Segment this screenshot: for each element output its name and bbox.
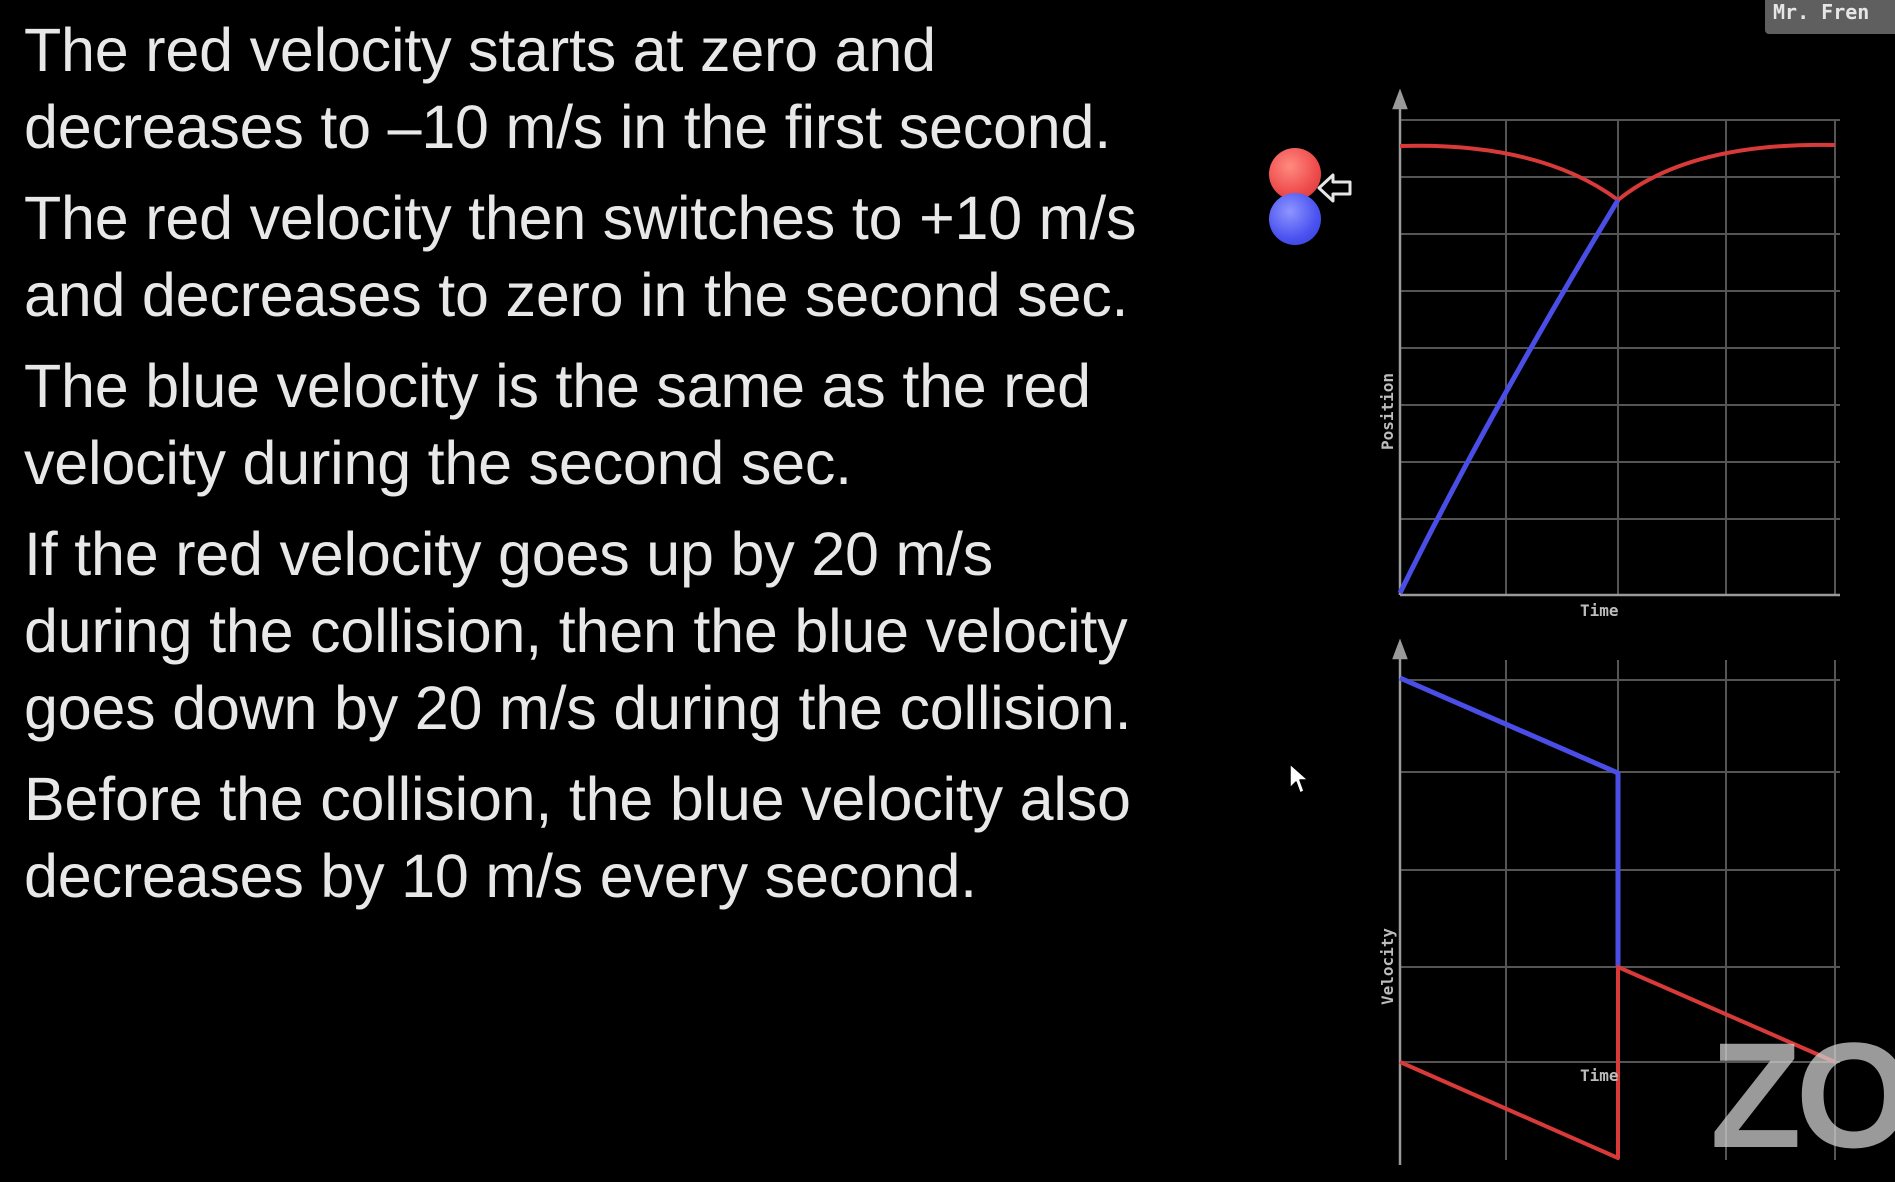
blue-ball — [1269, 193, 1321, 245]
paragraph-5: Before the collision, the blue velocity … — [24, 761, 1244, 915]
paragraph-1: The red velocity starts at zero and decr… — [24, 12, 1244, 166]
position-graph: Position Time — [1370, 88, 1860, 620]
text-line: during the collision, then the blue velo… — [24, 597, 1128, 665]
slide-text: The red velocity starts at zero and decr… — [24, 12, 1244, 929]
red-ball — [1269, 148, 1321, 200]
paragraph-3: The blue velocity is the same as the red… — [24, 348, 1244, 502]
text-line: decreases to –10 m/s in the first second… — [24, 93, 1111, 161]
paragraph-4: If the red velocity goes up by 20 m/s du… — [24, 516, 1244, 747]
text-line: The red velocity starts at zero and — [24, 16, 936, 84]
presenter-name-tag: Mr. Fren — [1765, 0, 1895, 34]
text-line: decreases by 10 m/s every second. — [24, 842, 977, 910]
velocity-time-label: Time — [1580, 1066, 1619, 1085]
text-line: The blue velocity is the same as the red — [24, 352, 1091, 420]
text-line: goes down by 20 m/s during the collision… — [24, 674, 1132, 742]
left-arrow-icon — [1317, 173, 1352, 203]
text-line: velocity during the second sec. — [24, 429, 852, 497]
red-velocity-line — [1399, 965, 1836, 1160]
velocity-graph-svg: Velocity Time — [1378, 638, 1840, 1165]
mouse-pointer-icon — [1289, 763, 1309, 794]
position-grid — [1400, 119, 1840, 595]
text-line: The red velocity then switches to +10 m/… — [24, 184, 1137, 252]
velocity-axes — [1392, 638, 1408, 1165]
position-time-label: Time — [1580, 601, 1619, 620]
collision-balls — [1265, 148, 1355, 248]
zoom-watermark: ZO — [1710, 1011, 1895, 1179]
velocity-graph: Velocity Time — [1370, 630, 1860, 1170]
presenter-name: Mr. Fren — [1773, 0, 1870, 24]
position-graph-svg: Position Time — [1378, 88, 1840, 620]
blue-velocity-line — [1399, 675, 1621, 967]
text-line: If the red velocity goes up by 20 m/s — [24, 520, 994, 588]
velocity-axis-label: Velocity — [1378, 928, 1397, 1005]
paragraph-2: The red velocity then switches to +10 m/… — [24, 180, 1244, 334]
position-axes — [1392, 88, 1840, 597]
text-line: and decreases to zero in the second sec. — [24, 261, 1129, 329]
position-axis-label: Position — [1378, 373, 1397, 450]
text-line: Before the collision, the blue velocity … — [24, 765, 1131, 833]
blue-position-curve — [1397, 198, 1621, 595]
